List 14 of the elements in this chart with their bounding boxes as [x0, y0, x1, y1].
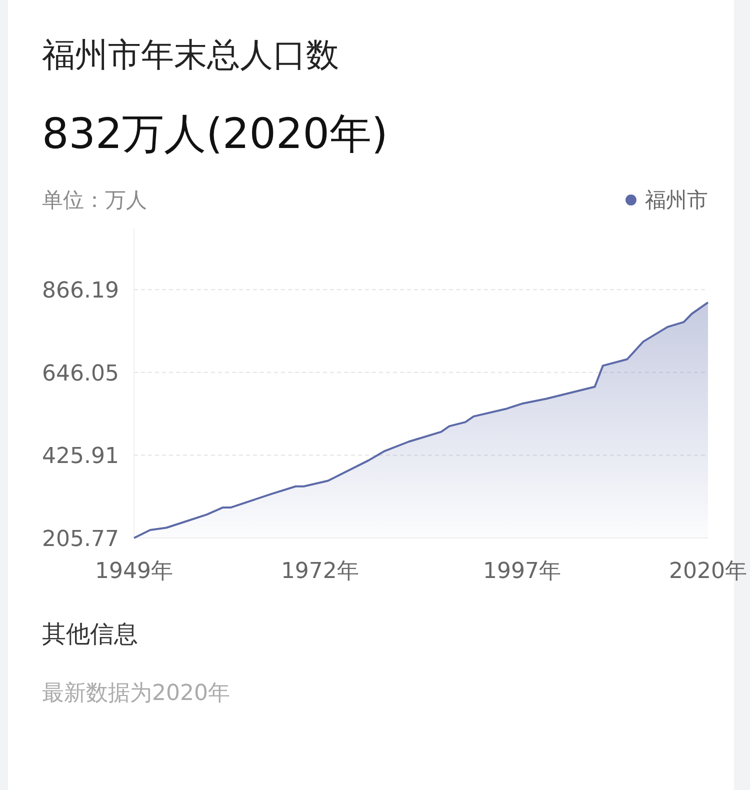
ytick: 866.19 [42, 278, 119, 304]
legend-label: 福州市 [645, 188, 708, 212]
title: 福州市年末总人口数 [42, 35, 339, 74]
annotation: 最新数据为2020年 [42, 681, 230, 706]
ytick: 646.05 [42, 361, 119, 386]
subtitle: 832万人(2020年) [42, 109, 388, 158]
xtick: 1997年 [483, 559, 562, 584]
annotation: 其他信息 [42, 620, 138, 648]
ytick: 205.77 [42, 527, 119, 552]
xtick: 1949年 [95, 559, 173, 584]
ytick: 425.91 [42, 444, 119, 470]
xtick: 2020年 [669, 559, 747, 584]
xtick: 1972年 [280, 559, 359, 584]
ylabel: 单位：万人 [42, 188, 147, 212]
